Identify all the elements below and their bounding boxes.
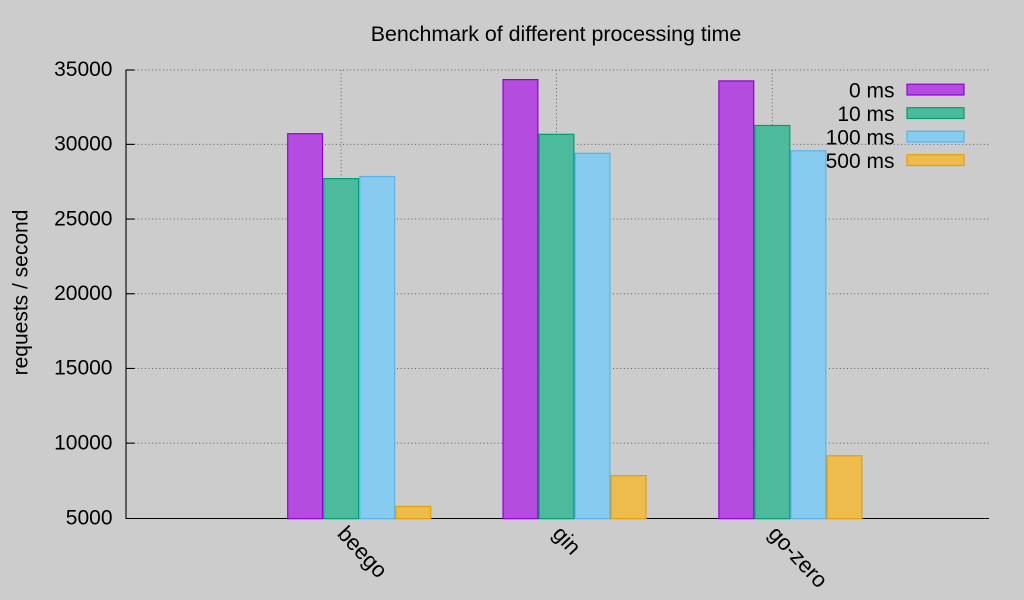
svg-text:0 ms: 0 ms — [849, 80, 895, 103]
svg-text:Benchmark of different process: Benchmark of different processing time — [371, 22, 742, 46]
svg-text:35000: 35000 — [54, 58, 112, 81]
svg-text:requests / second: requests / second — [10, 210, 33, 376]
svg-text:25000: 25000 — [54, 207, 112, 230]
svg-text:500 ms: 500 ms — [826, 150, 895, 173]
svg-text:20000: 20000 — [54, 282, 112, 305]
svg-text:100 ms: 100 ms — [826, 127, 895, 150]
svg-text:10 ms: 10 ms — [837, 103, 894, 126]
svg-text:30000: 30000 — [54, 133, 112, 156]
svg-text:10000: 10000 — [54, 431, 112, 454]
svg-text:5000: 5000 — [66, 507, 113, 530]
svg-text:15000: 15000 — [54, 357, 112, 380]
